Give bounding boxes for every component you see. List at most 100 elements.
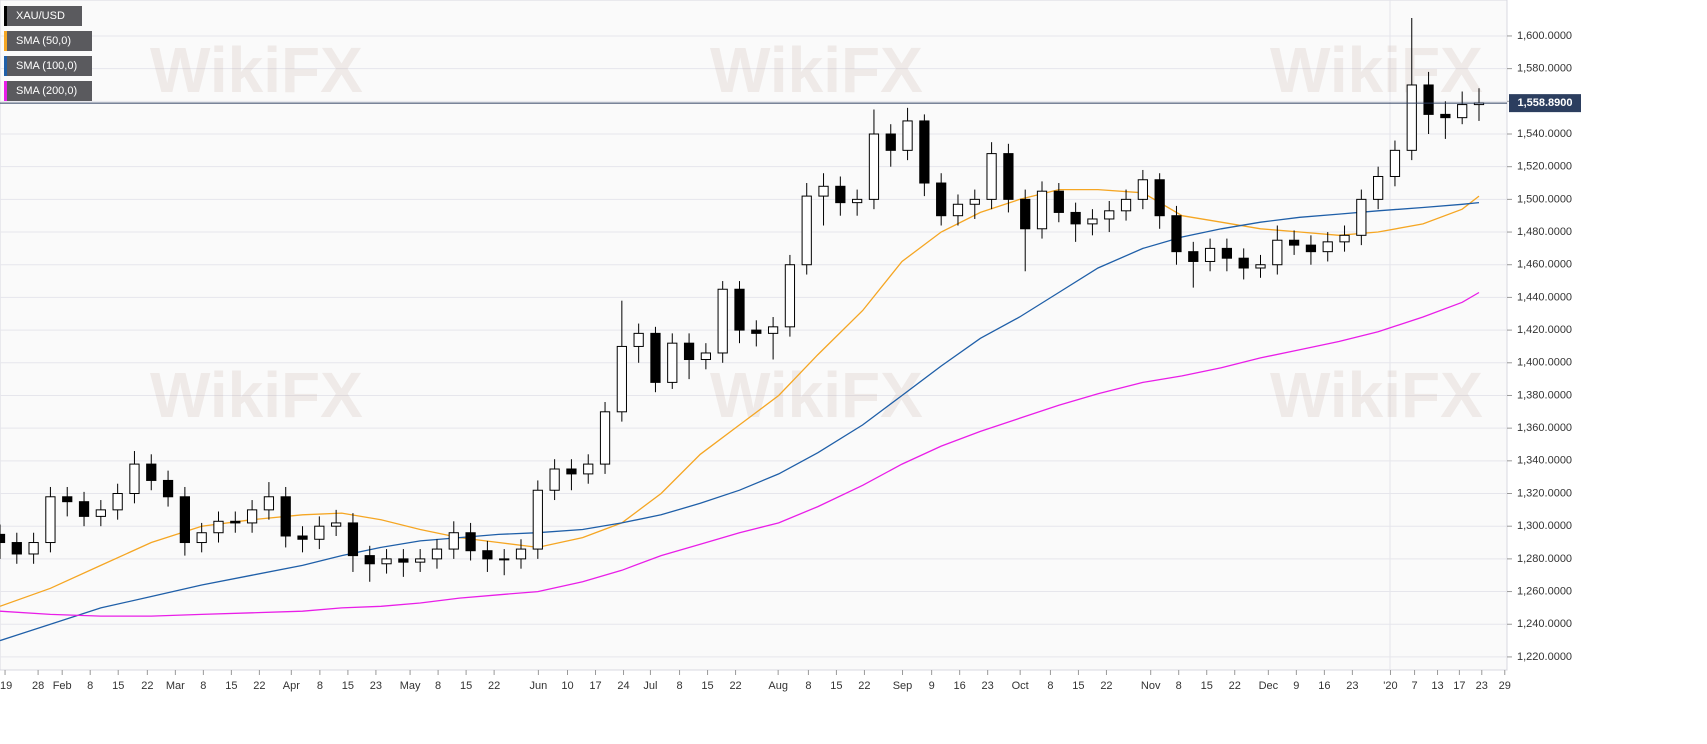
candle-body [1288, 239, 1300, 246]
sma-line [0, 188, 1480, 607]
x-tick-label: Oct [1012, 680, 1029, 692]
x-tick-label: 22 [141, 680, 153, 692]
candle-body [1036, 190, 1048, 230]
candle-body [112, 493, 123, 511]
candle-body [936, 182, 947, 217]
candle-body [1070, 211, 1081, 225]
candle-body [818, 185, 829, 197]
candle-body [767, 326, 779, 334]
x-tick-label: Jun [529, 680, 547, 692]
candle-body [0, 533, 6, 544]
watermark: WikiFX [1270, 34, 1483, 106]
candle-body [885, 133, 896, 151]
candle-body [1120, 198, 1132, 212]
candle-body [448, 532, 459, 550]
y-tick-label: 1,460.0000 [1517, 259, 1572, 271]
x-tick-label: 23 [1346, 680, 1358, 692]
candle-body [78, 501, 90, 517]
candle-body [179, 496, 190, 544]
x-tick-label: 29 [1499, 680, 1511, 692]
y-tick-label: 1,440.0000 [1517, 291, 1572, 303]
y-tick-label: 1,380.0000 [1517, 389, 1572, 401]
legend-box [4, 81, 92, 101]
candle-body [482, 550, 493, 560]
x-tick-label: 17 [1453, 680, 1465, 692]
legend-swatch [4, 6, 7, 26]
candle-body [95, 509, 106, 517]
candle-body [1137, 179, 1148, 200]
candle-body [230, 520, 241, 524]
candle-body [784, 264, 796, 328]
candle-body [734, 288, 745, 331]
y-tick-label: 1,540.0000 [1517, 128, 1572, 140]
x-tick-label: 8 [87, 680, 93, 692]
x-tick-label: 15 [701, 680, 713, 692]
candle-body [952, 203, 964, 217]
x-tick-label: 15 [1201, 680, 1213, 692]
last-price-label: 1,558.8900 [1517, 97, 1572, 109]
candle-body [919, 120, 930, 184]
x-tick-label: Aug [768, 680, 788, 692]
x-tick-label: 16 [954, 680, 966, 692]
candle-body [1339, 234, 1350, 243]
last-price-box [1509, 94, 1581, 113]
legend-label: SMA (50,0) [16, 35, 71, 47]
x-tick-label: '20 [1383, 680, 1397, 692]
x-tick-label: Nov [1141, 680, 1161, 692]
y-tick-label: 1,340.0000 [1517, 455, 1572, 467]
legend-label: XAU/USD [16, 10, 65, 22]
candle-body [1020, 198, 1031, 230]
candle-body [583, 463, 594, 475]
candle-body [835, 185, 846, 204]
candle-body [398, 558, 409, 563]
y-tick-label: 1,480.0000 [1517, 226, 1572, 238]
candle-body [868, 133, 880, 200]
x-tick-label: 23 [982, 680, 994, 692]
candle-body [499, 558, 510, 561]
candle-body [1457, 104, 1468, 119]
x-tick-label: 23 [370, 680, 382, 692]
x-tick-label: 23 [1476, 680, 1488, 692]
candle-body [246, 509, 258, 524]
x-tick-label: Jul [643, 680, 657, 692]
candle-body [1440, 113, 1451, 119]
candle-body [852, 198, 863, 204]
candle-body [465, 532, 476, 552]
sma-line [0, 201, 1480, 642]
legend-box [4, 56, 92, 76]
candle-body [633, 332, 644, 347]
candle-body [683, 342, 695, 361]
candle-body [196, 532, 207, 544]
y-tick-label: 1,260.0000 [1517, 585, 1572, 597]
candle-body [599, 411, 611, 465]
candle-body [801, 195, 812, 266]
candle-body [415, 558, 426, 563]
candle-body [616, 345, 627, 413]
legend-label: SMA (200,0) [16, 85, 77, 97]
y-tick-label: 1,600.0000 [1517, 30, 1572, 42]
x-tick-label: 8 [805, 680, 811, 692]
x-tick-label: Feb [53, 680, 72, 692]
candle-body [1389, 149, 1401, 177]
legend-swatch [4, 31, 7, 51]
y-tick-label: 1,320.0000 [1517, 487, 1572, 499]
candle-body [28, 542, 39, 555]
x-tick-label: 8 [317, 680, 323, 692]
candle-body [751, 329, 762, 334]
candle-body [902, 120, 913, 151]
legend-box [4, 31, 92, 51]
candle-body [549, 468, 560, 491]
candle-body [1322, 241, 1333, 253]
x-tick-label: May [400, 680, 421, 692]
candle-body [1238, 257, 1249, 269]
x-tick-label: 17 [589, 680, 601, 692]
x-tick-label: 8 [200, 680, 206, 692]
candle-body [1423, 84, 1434, 115]
candle-body [1154, 179, 1165, 217]
x-tick-label: 15 [225, 680, 237, 692]
x-tick-label: 22 [729, 680, 741, 692]
candle-body [162, 479, 174, 498]
y-tick-label: 1,580.0000 [1517, 63, 1572, 75]
x-tick-label: 28 [32, 680, 44, 692]
candle-body [1171, 215, 1182, 253]
